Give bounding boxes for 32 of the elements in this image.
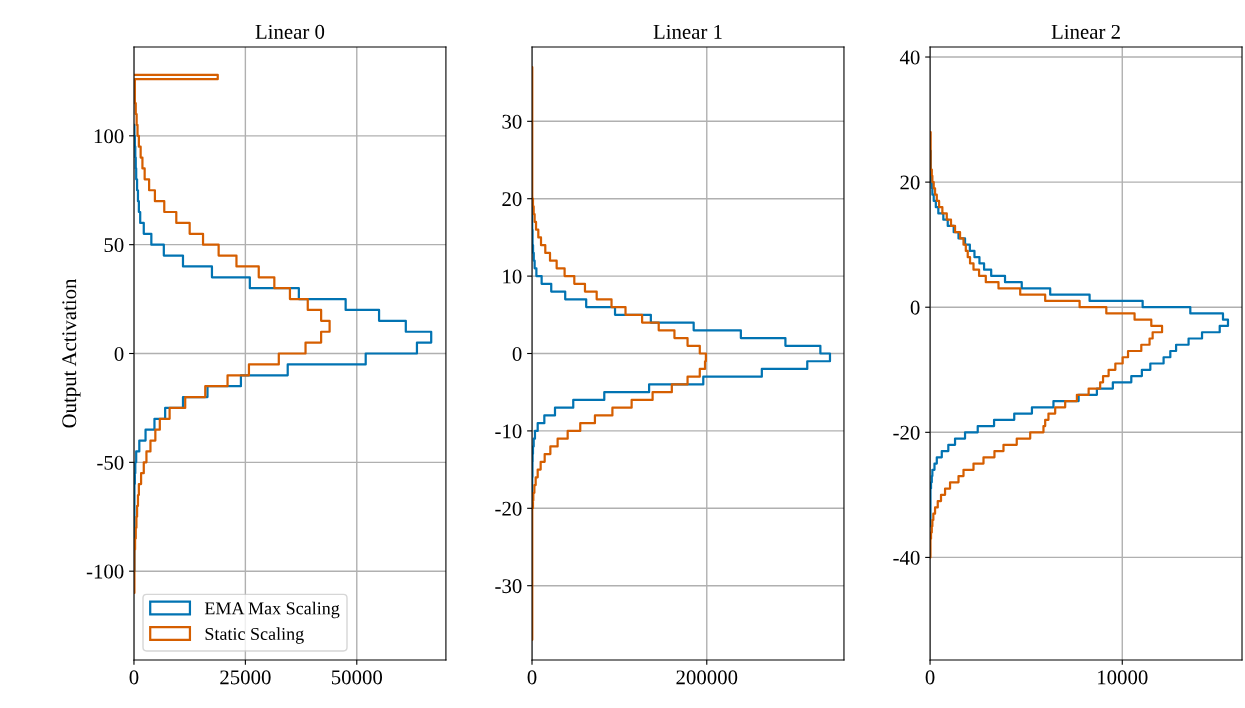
y-tick-label: 10 [503,269,522,284]
legend-label: Static Scaling [205,627,304,644]
chart-title: Linear 0 [255,24,325,39]
y-tick-label: -10 [495,424,522,439]
x-tick-label: 25000 [220,670,271,685]
y-tick-label: -20 [495,501,522,516]
y-tick-label: 30 [502,114,522,129]
y-tick-label: -50 [97,455,124,470]
chart-title: Linear 1 [653,24,722,39]
y-tick-label: 50 [104,238,124,253]
y-tick-label: 0 [114,346,124,361]
legend-label: EMA Max Scaling [204,601,340,619]
y-tick-label: 20 [900,175,920,190]
y-tick-label: 40 [899,50,920,65]
y-axis-title: Output Activation [62,278,81,428]
y-tick-label: -30 [495,579,522,594]
y-tick-label: 0 [512,346,522,361]
y-tick-label: 20 [502,192,522,207]
y-tick-label: -40 [893,550,920,565]
y-tick-label: -20 [893,425,920,440]
y-tick-label: -100 [86,564,124,579]
x-tick-label: 0 [129,670,139,685]
y-tick-label: 0 [910,300,920,315]
chart-title: Linear 2 [1051,24,1120,39]
line-series [133,73,331,595]
x-tick-label: 0 [925,670,935,685]
x-tick-label: 200000 [676,670,738,685]
x-tick-label: 10000 [1098,670,1148,685]
line-series [930,130,1164,559]
x-tick-label: 50000 [331,670,383,685]
y-tick-label: 100 [94,129,124,144]
x-tick-label: 0 [527,670,537,685]
